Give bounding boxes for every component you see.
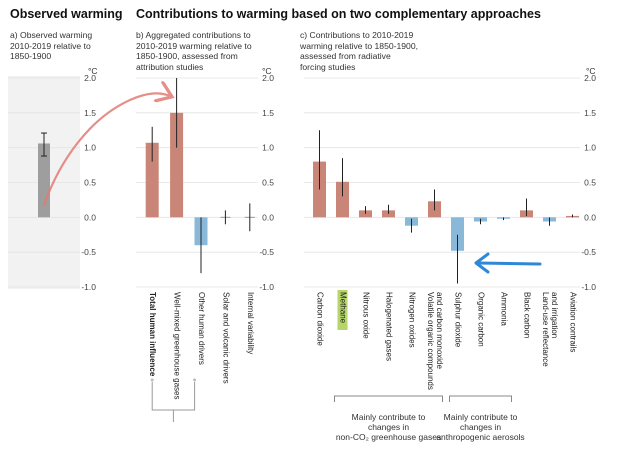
y-tick-label: 0.5 — [584, 178, 596, 188]
category-label: and carbon monoxide — [435, 292, 444, 369]
category-label: Volatile organic compounds — [426, 292, 435, 390]
ghg-bracket-text: changes in — [368, 422, 409, 432]
category-label: Halogenated gases — [385, 292, 394, 361]
category-label: Internal variability — [246, 292, 255, 354]
category-label: Land-use reflectance — [541, 292, 550, 367]
panel-a-subtitle-line: 1850-1900 — [10, 51, 52, 61]
y-tick-label: 2.0 — [584, 73, 596, 83]
aerosol-bracket-text: anthropogenic aerosols — [436, 432, 524, 442]
y-tick-label: -0.5 — [259, 247, 274, 257]
ghg-bracket-text: Mainly contribute to — [352, 412, 426, 422]
category-label: Nitrous oxide — [362, 292, 371, 339]
panel-b-subtitle: b) Aggregated contributions to 2010-2019… — [136, 30, 252, 72]
panel-c-subtitle-line: forcing studies — [300, 61, 356, 72]
panel-c-subtitle: c) Contributions to 2010-2019 warming re… — [300, 30, 418, 72]
ghg-bracket-line — [334, 395, 443, 402]
panel-c-subtitle-line: warming relative to 1850-1900, — [300, 40, 418, 51]
bar — [336, 181, 349, 218]
category-label: Nitrogen oxides — [408, 292, 417, 348]
ghg-bracket-text: non-CO₂ greenhouse gases — [336, 432, 441, 442]
category-label: Total human influence — [148, 292, 157, 377]
category-label: Other human drivers — [197, 292, 206, 365]
panel-b-subtitle-line: 1850-1900, assessed from — [136, 51, 238, 61]
bar — [170, 112, 184, 218]
category-label: Ammonia — [500, 292, 509, 326]
y-tick-label: 0.0 — [584, 212, 596, 222]
category-label: Organic carbon — [477, 292, 486, 347]
y-tick-label: -1.0 — [259, 282, 274, 292]
contributions-header: Contributions to warming based on two co… — [136, 7, 541, 21]
y-tick-label: 1.5 — [262, 108, 274, 118]
aerosol-bracket-text: Mainly contribute to — [444, 412, 518, 422]
y-tick-label: 1.0 — [262, 143, 274, 153]
bracket-dot — [193, 378, 197, 382]
panel-c-subtitle-line: assessed from radiative — [300, 51, 391, 61]
observed-header: Observed warming — [10, 7, 123, 21]
red-annotation-arrow — [42, 93, 170, 207]
panel-b-subtitle-line: attribution studies — [136, 61, 204, 72]
panel-b-subtitle-line: b) Aggregated contributions to — [136, 30, 251, 40]
bar — [451, 217, 464, 251]
category-label: Well-mixed greenhouse gases — [173, 292, 182, 399]
aerosol-bracket-line — [449, 395, 512, 402]
y-tick-label: -0.5 — [81, 247, 96, 257]
methane-highlight — [337, 290, 348, 330]
category-label: Methane — [339, 292, 348, 324]
y-tick-label: -0.5 — [581, 247, 596, 257]
y-tick-label: 0.0 — [84, 212, 96, 222]
category-label: Black carbon — [523, 292, 532, 338]
blue-annotation-arrow — [476, 261, 542, 266]
panel-c-unit: °C — [586, 66, 596, 76]
panel-c-subtitle-line: c) Contributions to 2010-2019 — [300, 30, 414, 40]
category-label: Sulphur dioxide — [454, 292, 463, 348]
y-tick-label: 1.5 — [584, 108, 596, 118]
panel-a-subtitle-line: a) Observed warming — [10, 30, 93, 40]
y-tick-label: 0.5 — [262, 178, 274, 188]
y-tick-label: 2.0 — [262, 73, 274, 83]
y-tick-label: 0.0 — [262, 212, 274, 222]
y-tick-label: 2.0 — [84, 73, 96, 83]
y-tick-label: -1.0 — [81, 282, 96, 292]
blue-arrowhead — [474, 252, 490, 274]
bar — [313, 161, 326, 218]
panel-a-subtitle: a) Observed warming 2010-2019 relative t… — [10, 30, 92, 62]
category-label: Aviation contrails — [569, 292, 578, 352]
bar — [145, 142, 159, 218]
y-tick-label: 1.0 — [584, 143, 596, 153]
panel-b-subtitle-line: 2010-2019 warming relative to — [136, 40, 252, 51]
y-tick-label: -1.0 — [581, 282, 596, 292]
y-tick-label: 1.5 — [84, 108, 96, 118]
category-label: and irrigation — [550, 292, 559, 338]
panel-b-unit: °C — [262, 66, 272, 76]
aerosol-bracket-text: changes in — [460, 422, 501, 432]
category-label: Carbon dioxide — [316, 292, 325, 346]
category-label: Solar and volcanic drivers — [221, 292, 230, 384]
y-tick-label: 0.5 — [84, 178, 96, 188]
panel-a-subtitle-line: 2010-2019 relative to — [10, 40, 91, 51]
panel-a-unit: °C — [88, 66, 98, 76]
bracket-dot — [150, 378, 154, 382]
y-tick-label: 1.0 — [84, 143, 96, 153]
